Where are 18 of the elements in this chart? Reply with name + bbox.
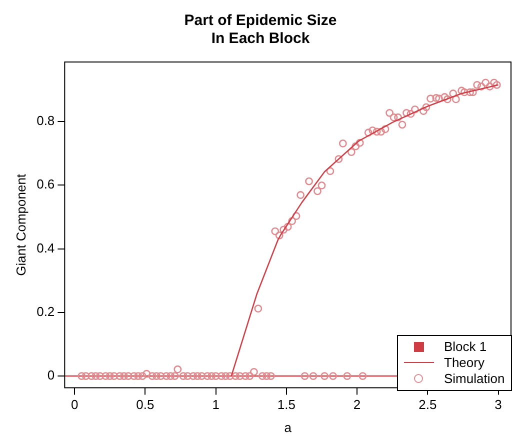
x-tick-label: 0.5 [136,397,154,412]
x-tick-label: 3 [494,397,502,412]
y-tick-label: 0.6 [36,176,55,192]
y-axis-title: Giant Component [13,174,28,276]
x-tick-label: 2 [353,397,361,412]
x-tick-label: 1.5 [277,397,296,412]
y-tick-label: 0.4 [36,240,55,256]
chart-title: Part of Epidemic Size In Each Block [184,12,337,48]
x-tick-label: 0 [70,397,78,412]
legend-label: Theory [444,354,484,371]
y-tick-label: 0.8 [36,113,55,128]
x-tick-label: 1 [212,397,220,412]
x-axis-title: a [284,420,292,435]
y-tick-label: 0.2 [36,304,55,319]
x-tick-label: 2.5 [418,397,437,412]
legend-label: Simulation [444,370,505,387]
legend-title: Block 1 [444,338,487,355]
y-tick-label: 0 [47,368,55,383]
